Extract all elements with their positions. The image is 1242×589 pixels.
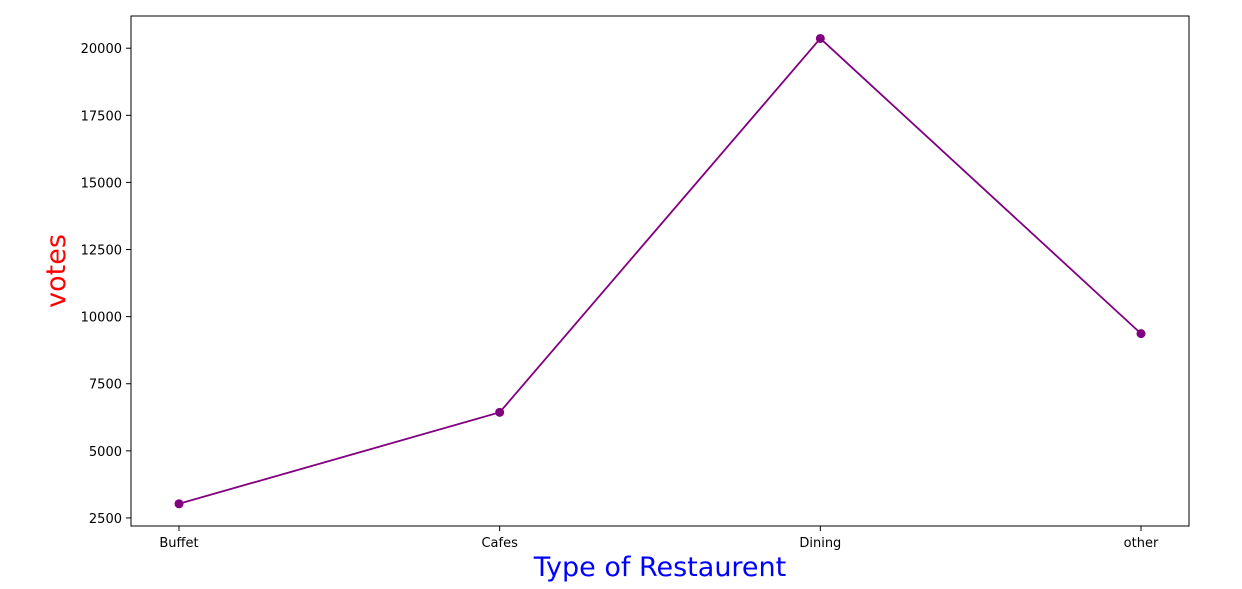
x-axis-title: Type of Restaurent (533, 552, 787, 583)
data-point (1136, 329, 1146, 339)
series-line (178, 37, 1142, 505)
x-tick-label: other (1124, 536, 1159, 551)
x-tick-label: Buffet (159, 536, 198, 551)
series-layer (174, 33, 1146, 509)
plot-area (130, 15, 1190, 527)
y-tick-label: 2500 (89, 512, 122, 527)
data-point (815, 33, 825, 43)
y-tick-label: 15000 (81, 176, 122, 191)
y-axis: 2500 5000 7500 10000 12500 15000 17500 20000 (81, 42, 131, 527)
data-point (174, 499, 184, 509)
y-axis-title: votes (41, 234, 72, 308)
y-tick-label: 17500 (81, 109, 122, 124)
x-axis: Buffet Cafes Dining other (159, 526, 1159, 551)
data-point (495, 407, 505, 417)
y-tick-label: 12500 (81, 244, 122, 259)
x-tick-label: Dining (799, 536, 841, 551)
y-tick-label: 5000 (89, 445, 122, 460)
x-tick-label: Cafes (481, 536, 518, 551)
y-tick-label: 20000 (81, 42, 122, 57)
y-tick-label: 10000 (81, 311, 122, 326)
y-tick-label: 7500 (89, 378, 122, 393)
